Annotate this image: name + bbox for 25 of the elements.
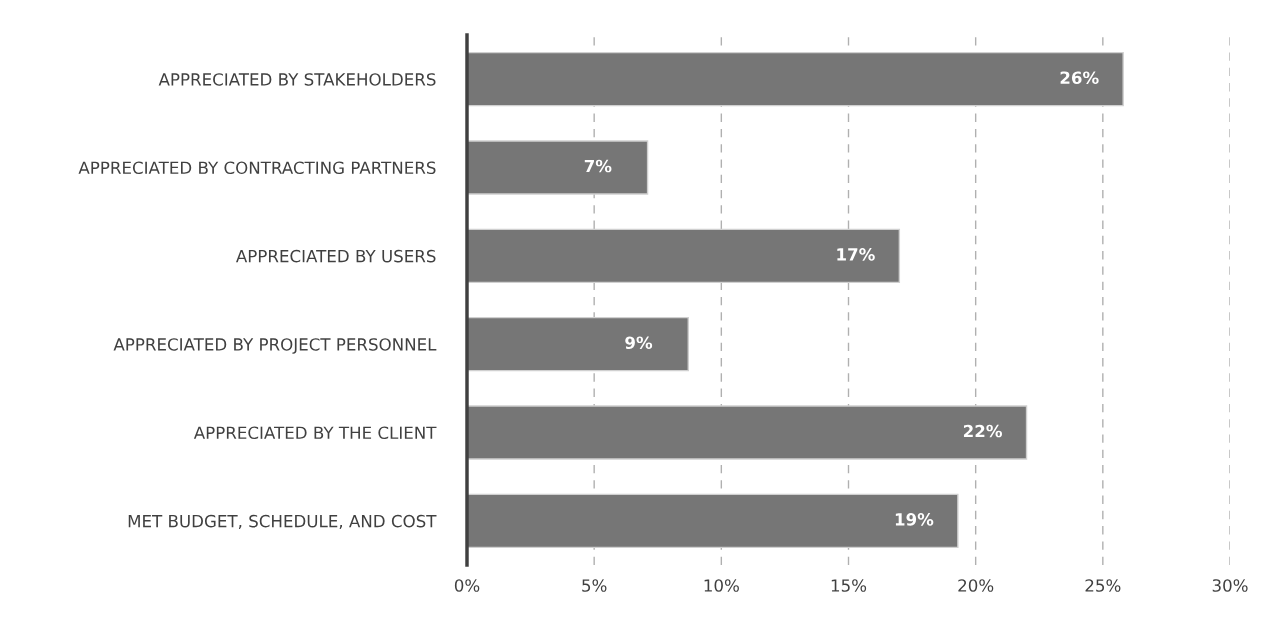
x-tick-label: 30% bbox=[1212, 579, 1248, 592]
y-tick-label: APPRECIATED BY USERS bbox=[235, 249, 436, 263]
y-tick-label: APPRECIATED BY CONTRACTING PARTNERS bbox=[78, 161, 436, 175]
x-tick-label: 10% bbox=[704, 579, 739, 592]
x-tick-label: 0% bbox=[454, 579, 480, 592]
x-tick-label: 15% bbox=[831, 579, 867, 592]
bar bbox=[467, 493, 959, 549]
data-label: 7% bbox=[584, 159, 612, 173]
x-tick-label: 25% bbox=[1085, 579, 1121, 592]
y-tick-label: APPRECIATED BY THE CLIENT bbox=[193, 426, 437, 440]
data-label: 22% bbox=[963, 424, 1003, 438]
bar bbox=[467, 51, 1124, 107]
bar bbox=[467, 228, 901, 284]
x-tick-label: 5% bbox=[582, 579, 607, 592]
data-label: 19% bbox=[895, 513, 934, 526]
data-label: 26% bbox=[1060, 71, 1099, 84]
x-tick-label: 20% bbox=[958, 579, 994, 592]
bar bbox=[467, 316, 689, 372]
y-tick-label: APPRECIATED BY PROJECT PERSONNEL bbox=[113, 338, 437, 354]
bar bbox=[467, 140, 649, 195]
y-tick-label: MET BUDGET, SCHEDULE, AND COST bbox=[128, 514, 437, 530]
data-label: 17% bbox=[837, 248, 875, 261]
bar bbox=[467, 405, 1028, 460]
data-label: 9% bbox=[625, 336, 653, 349]
y-tick-label: APPRECIATED BY STAKEHOLDERS bbox=[158, 73, 436, 86]
